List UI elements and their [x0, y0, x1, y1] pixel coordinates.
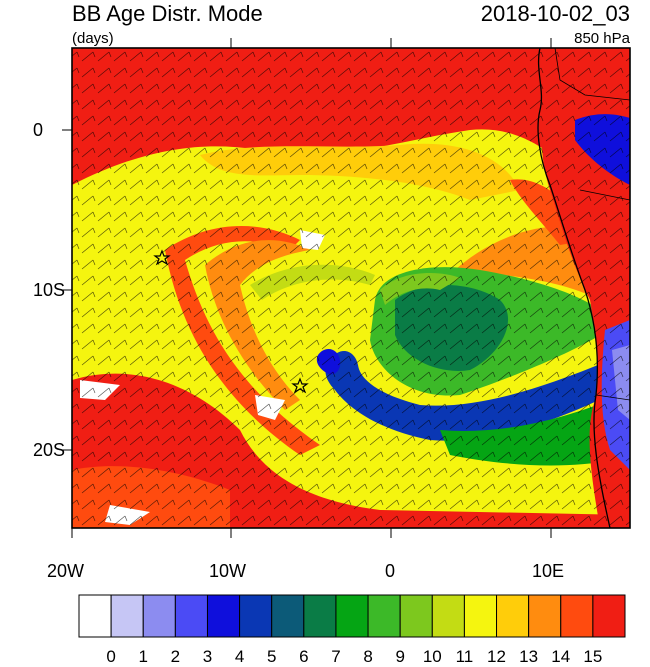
colorbar-tick-label: 10	[422, 647, 442, 666]
colorbar-tick-label: 14	[551, 647, 571, 666]
colorbar-tick-label: 8	[363, 647, 373, 666]
colorbar-swatch	[592, 594, 626, 638]
colorbar-swatch	[239, 594, 273, 638]
colorbar-tick-label: 13	[519, 647, 539, 666]
colorbar-swatch	[174, 594, 208, 638]
star-marker-center	[291, 377, 309, 394]
lon-label-10w: 10W	[209, 561, 247, 581]
colorbar-swatch	[142, 594, 176, 638]
colorbar-tick-label: 11	[455, 647, 474, 666]
colorbar-tick-label: 9	[395, 647, 405, 666]
colorbar-swatch	[271, 594, 305, 638]
colorbar-tick-label: 1	[138, 647, 148, 666]
lat-label-20s: 20S	[32, 440, 65, 460]
lon-label-0: 0	[385, 561, 396, 581]
lon-label-20w: 20W	[47, 561, 85, 581]
colorbar-swatch	[560, 594, 594, 638]
age-field	[72, 48, 630, 528]
colorbar-swatch	[528, 594, 562, 638]
colorbar-swatch	[496, 594, 530, 638]
axis-ticks	[62, 38, 552, 538]
datetime-label: 2018-10-02_03	[480, 1, 630, 26]
colorbar-tick-label: 6	[299, 647, 309, 666]
coastline	[537, 48, 611, 528]
colorbar-swatch	[335, 594, 369, 638]
colorbar-swatch	[399, 594, 433, 638]
colorbar-tick-label: 0	[106, 647, 116, 666]
colorbar-tick-label: 5	[266, 647, 277, 666]
colorbar-swatch	[78, 594, 112, 638]
plot-title: BB Age Distr. Mode	[72, 1, 263, 26]
colorbar-tick-label: 7	[331, 647, 341, 666]
lat-label-0: 0	[32, 120, 43, 140]
colorbar-tick-label: 15	[583, 647, 603, 666]
star-marker-west	[153, 249, 171, 266]
colorbar-swatch	[206, 594, 241, 638]
plot-frame	[71, 47, 631, 529]
colorbar-tick-label: 12	[487, 647, 506, 666]
colorbar-tick-label: 3	[202, 647, 213, 666]
colorbar-swatch	[463, 594, 498, 638]
colorbar-swatch	[367, 594, 401, 638]
colorbar-swatch	[431, 594, 465, 638]
colorbar-swatch	[303, 594, 337, 638]
pressure-level-label: 850 hPa	[574, 30, 630, 47]
colorbar-swatch	[110, 594, 144, 638]
colorbar-tick-label: 4	[234, 647, 245, 666]
units-label: (days)	[72, 30, 114, 47]
lat-label-10s: 10S	[32, 280, 65, 300]
colorbar-tick-label: 2	[170, 647, 181, 666]
colorbar	[78, 594, 626, 638]
lon-label-10e: 10E	[532, 561, 565, 581]
